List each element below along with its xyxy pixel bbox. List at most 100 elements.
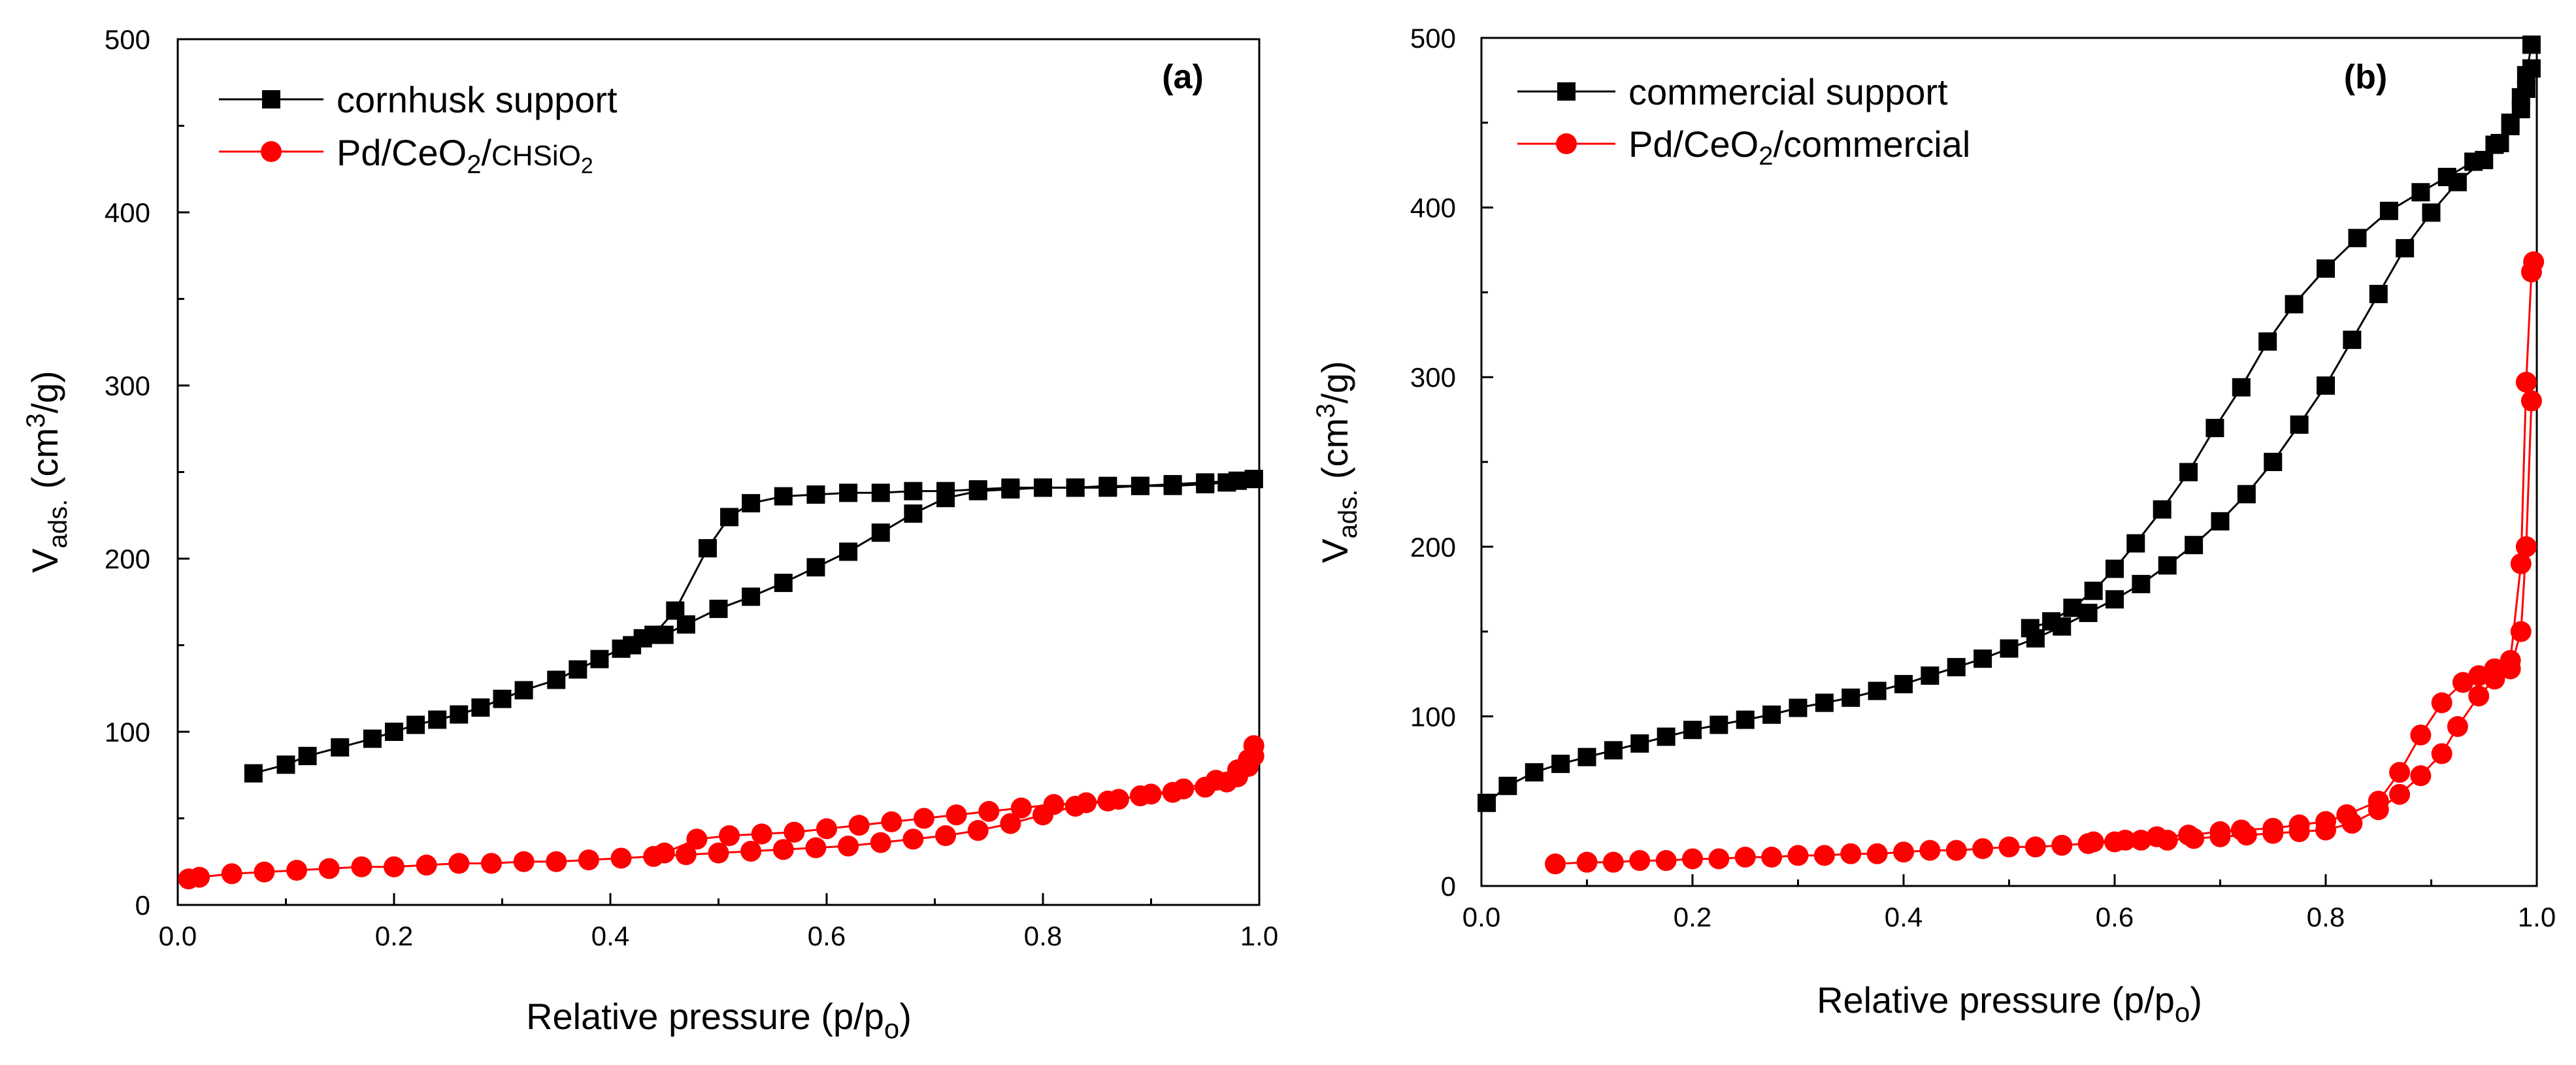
legend-label-pd-commercial: Pd/CeO2/commercial xyxy=(1628,123,1970,171)
y-tick-label: 300 xyxy=(105,370,150,401)
y-tick-label: 200 xyxy=(1410,532,1456,563)
series-0-desorption-line xyxy=(2030,44,2533,629)
data-point xyxy=(1893,842,1914,863)
x-tick-label: 0.2 xyxy=(1674,902,1711,932)
data-point xyxy=(1545,853,1566,875)
data-point xyxy=(2317,259,2335,278)
x-tick-label: 0.8 xyxy=(2307,902,2345,932)
data-point xyxy=(967,820,989,842)
x-tick-label: 0.0 xyxy=(1462,902,1500,932)
data-point xyxy=(286,860,308,881)
data-point xyxy=(2105,559,2124,578)
data-point xyxy=(2153,500,2171,519)
data-point xyxy=(904,482,923,500)
data-point xyxy=(450,705,469,724)
series-1-desorption-line xyxy=(2093,261,2535,843)
data-point xyxy=(709,599,728,618)
data-point xyxy=(1841,688,1860,707)
data-point xyxy=(514,681,533,700)
data-point xyxy=(2115,829,2136,851)
data-point xyxy=(1131,476,1149,495)
data-point xyxy=(1945,840,1967,861)
data-point xyxy=(351,856,372,877)
data-point xyxy=(2389,783,2411,805)
data-point xyxy=(1098,478,1117,497)
data-point xyxy=(2000,639,2019,658)
data-point xyxy=(1894,675,1913,694)
data-point xyxy=(1630,734,1649,753)
data-point xyxy=(870,832,891,853)
data-point xyxy=(406,715,425,734)
x-ticks-a: 0.0 0.2 0.4 0.6 0.8 1.0 xyxy=(159,893,1278,951)
data-point xyxy=(610,847,632,869)
x-axis-title-b: Relative pressure (p/po) xyxy=(1817,979,2202,1028)
data-point xyxy=(1604,741,1623,760)
series-0-adsorption-line xyxy=(1486,68,2533,804)
data-point xyxy=(1525,763,1544,782)
data-point xyxy=(1709,715,1728,734)
data-point xyxy=(1576,851,1598,873)
data-point xyxy=(2024,836,2046,858)
data-point xyxy=(2264,453,2283,471)
data-point xyxy=(2132,574,2151,593)
data-point xyxy=(1840,843,1862,864)
data-point xyxy=(2369,284,2388,303)
x-tick-label: 0.2 xyxy=(375,921,413,951)
data-point xyxy=(1551,755,1570,774)
data-point xyxy=(1034,478,1052,497)
y-tick-label: 300 xyxy=(1410,362,1456,393)
data-point xyxy=(1789,698,1808,717)
data-point xyxy=(1972,838,1994,859)
data-point xyxy=(1762,705,1781,724)
data-point xyxy=(2368,791,2389,812)
data-point xyxy=(1919,840,1941,861)
data-point xyxy=(2237,485,2256,504)
data-point xyxy=(2522,35,2541,54)
data-point xyxy=(2205,419,2224,438)
data-point xyxy=(2158,556,2177,575)
data-point xyxy=(2051,834,2073,856)
data-point xyxy=(493,689,512,708)
y-ticks-b: 0 100 200 300 400 500 xyxy=(1410,23,1493,902)
data-point xyxy=(2063,598,2082,617)
legend-label-commercial: commercial support xyxy=(1628,71,1948,112)
data-point xyxy=(1000,813,1021,834)
data-point xyxy=(2083,831,2104,853)
data-point xyxy=(2510,621,2532,642)
data-point xyxy=(1066,478,1085,497)
x-tick-label: 1.0 xyxy=(1240,921,1278,951)
data-point xyxy=(1761,846,1783,868)
data-point xyxy=(719,825,740,846)
data-point xyxy=(1868,681,1887,700)
series-0-adsorption-line xyxy=(253,478,1254,775)
data-point xyxy=(1683,721,1702,740)
x-tick-label: 1.0 xyxy=(2518,902,2556,932)
data-point xyxy=(1657,727,1676,746)
data-point xyxy=(2315,811,2336,832)
x-tick-label: 0.0 xyxy=(159,921,197,951)
data-point xyxy=(590,649,609,668)
data-point xyxy=(2317,376,2335,395)
data-point xyxy=(839,483,858,502)
data-point xyxy=(2468,685,2490,707)
y-tick-label: 0 xyxy=(135,890,150,921)
data-point xyxy=(2146,826,2168,847)
data-point xyxy=(1001,478,1020,497)
legend-marker-cornhusk xyxy=(262,90,280,108)
data-point xyxy=(2288,814,2310,836)
data-point xyxy=(1010,797,1032,819)
data-point xyxy=(318,858,340,879)
data-point xyxy=(2185,536,2204,555)
legend-label-pd-chsio2: Pd/CeO2/CHSiO2 xyxy=(337,132,593,179)
data-point xyxy=(1973,649,1992,668)
data-point xyxy=(2447,715,2468,737)
data-point xyxy=(1866,843,1888,864)
data-point xyxy=(848,815,870,836)
y-axis-title-a: Vads. (cm3/g) xyxy=(22,370,73,572)
data-point xyxy=(2410,724,2432,746)
data-point xyxy=(471,698,490,717)
data-point xyxy=(1998,836,2020,858)
data-point xyxy=(839,542,858,561)
